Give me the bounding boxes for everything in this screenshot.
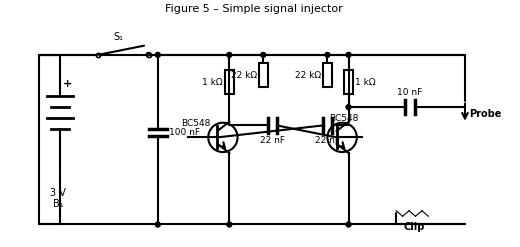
Title: Figure 5 – Simple signal injector: Figure 5 – Simple signal injector — [165, 4, 343, 14]
Circle shape — [155, 222, 160, 227]
Text: 100 nF: 100 nF — [169, 128, 200, 137]
Bar — [225, 70, 234, 94]
Circle shape — [227, 53, 231, 57]
Text: BC548: BC548 — [181, 119, 210, 128]
Circle shape — [227, 222, 231, 227]
Circle shape — [346, 222, 351, 227]
Circle shape — [325, 53, 330, 57]
Text: Clip: Clip — [404, 222, 425, 232]
Bar — [323, 63, 332, 87]
Text: 3 V: 3 V — [50, 188, 66, 198]
Circle shape — [227, 222, 231, 227]
Circle shape — [155, 53, 160, 57]
Circle shape — [155, 53, 160, 57]
Text: B₁: B₁ — [53, 199, 63, 209]
Circle shape — [346, 53, 351, 57]
Text: 22 kΩ: 22 kΩ — [295, 71, 321, 80]
Circle shape — [227, 53, 231, 57]
Text: 1 kΩ: 1 kΩ — [355, 78, 375, 87]
Text: Probe: Probe — [470, 109, 502, 120]
Text: 22 nF: 22 nF — [315, 136, 340, 144]
Text: 1 kΩ: 1 kΩ — [202, 78, 223, 87]
Circle shape — [346, 53, 351, 57]
Text: +: + — [62, 79, 72, 89]
Circle shape — [146, 53, 151, 57]
Circle shape — [261, 53, 266, 57]
Circle shape — [346, 222, 351, 227]
Text: 22 nF: 22 nF — [260, 136, 285, 144]
Text: 10 nF: 10 nF — [397, 88, 423, 97]
Circle shape — [261, 53, 266, 57]
Bar — [344, 70, 353, 94]
Bar — [258, 63, 268, 87]
Circle shape — [346, 105, 351, 109]
Text: 22 kΩ: 22 kΩ — [231, 71, 257, 80]
Circle shape — [146, 53, 151, 57]
Circle shape — [346, 105, 351, 109]
Circle shape — [155, 222, 160, 227]
Text: BC548: BC548 — [329, 114, 359, 123]
Text: S₁: S₁ — [114, 32, 124, 42]
Circle shape — [325, 53, 330, 57]
